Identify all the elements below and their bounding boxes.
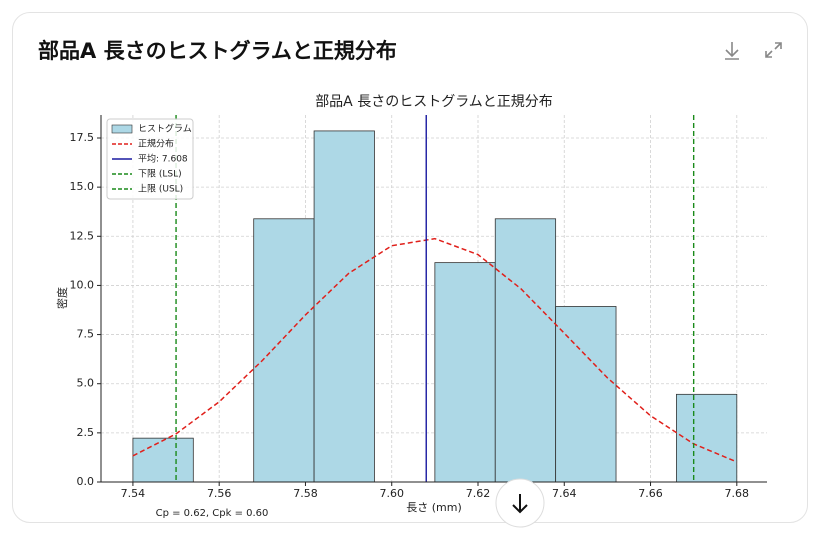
footnote: Cp = 0.62, Cpk = 0.60 [156,508,269,519]
heading: 部品A 長さのヒストグラムと正規分布 [38,39,397,63]
y-tick-label: 10.0 [70,278,95,291]
download-icon[interactable] [725,42,739,60]
histogram-bar [555,306,617,483]
histogram-bar [494,218,557,483]
y-axis-label: 密度 [55,287,69,309]
x-tick-label: 7.62 [466,487,491,500]
histogram-bar [313,130,375,483]
histogram-bar [434,262,496,483]
y-tick-label: 12.5 [70,229,95,242]
y-tick-label: 15.0 [70,180,95,193]
x-tick-label: 7.64 [552,487,577,500]
legend-label: ヒストグラム [138,123,192,135]
expand-icon[interactable] [765,42,782,58]
x-tick-label: 7.68 [725,487,750,500]
x-tick-label: 7.54 [121,487,146,500]
histogram-bar [676,393,738,483]
y-tick-label: 0.0 [77,475,95,488]
chart-title: 部品A 長さのヒストグラムと正規分布 [315,94,553,110]
y-tick-label: 17.5 [70,131,95,144]
scroll-arrow [512,494,528,514]
x-tick-label: 7.66 [638,487,663,500]
x-axis-label: 長さ (mm) [406,501,462,514]
legend-label: 上限 (USL) [138,184,183,195]
x-tick-label: 7.58 [293,487,318,500]
x-tick-label: 7.60 [379,487,404,500]
legend-label: 正規分布 [138,138,174,150]
legend-box [106,118,194,200]
legend-label: 下限 (LSL) [138,169,182,180]
y-tick-label: 2.5 [77,426,95,439]
normal-curve [132,237,738,463]
y-tick-label: 7.5 [77,328,95,341]
legend-swatch [111,124,133,134]
histogram-bar [132,437,194,483]
y-tick-label: 5.0 [77,377,95,390]
histogram-bar [253,218,315,483]
x-tick-label: 7.56 [207,487,232,500]
legend-label: 平均: 7.608 [138,153,188,165]
